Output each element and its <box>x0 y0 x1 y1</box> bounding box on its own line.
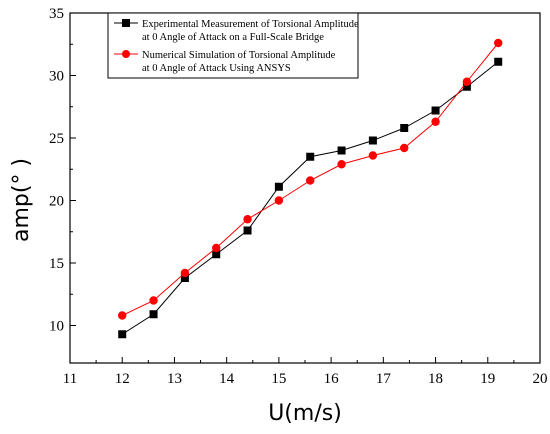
x-tick-label: 13 <box>167 371 182 387</box>
series-line <box>121 61 499 335</box>
x-tick-label: 14 <box>219 371 235 387</box>
x-tick-label: 16 <box>324 371 340 387</box>
x-tick-label: 17 <box>376 371 392 387</box>
legend: Experimental Measurement of Torsional Am… <box>107 12 359 79</box>
data-point <box>149 296 158 305</box>
legend-label: Experimental Measurement of Torsional Am… <box>142 19 359 30</box>
legend-marker <box>122 50 130 58</box>
data-point <box>306 176 315 185</box>
data-point <box>274 196 284 205</box>
x-tick-label: 12 <box>115 371 130 387</box>
data-point <box>368 151 378 160</box>
data-point <box>180 274 189 282</box>
data-point <box>118 311 127 320</box>
data-point <box>212 250 221 259</box>
y-tick-label: 35 <box>49 6 64 22</box>
y-tick-label: 10 <box>49 319 64 335</box>
data-point <box>368 136 377 145</box>
data-point <box>494 57 503 66</box>
legend-box <box>107 12 359 79</box>
series-2 <box>118 38 503 320</box>
plot-axes: 11 12 13 14 15 16 17 18 19 20 10 15 20 25 30 35 <box>49 6 548 387</box>
legend-label: Numerical Simulation of Torsional Amplit… <box>142 50 336 61</box>
data-point <box>462 77 472 86</box>
data-point <box>337 146 346 155</box>
data-point <box>431 106 440 115</box>
data-point <box>243 215 252 224</box>
legend-entry-1: Experimental Measurement of Torsional Am… <box>114 19 359 43</box>
data-point <box>400 124 409 132</box>
data-point <box>212 243 221 253</box>
x-axis-label: U(m/s) <box>268 401 342 426</box>
y-tick-label: 30 <box>49 69 64 85</box>
y-axis-label: amp(° ) <box>9 158 34 242</box>
x-tick-label: 19 <box>480 371 495 387</box>
data-point <box>400 143 409 153</box>
data-point <box>494 38 503 48</box>
y-tick-label: 25 <box>49 131 64 147</box>
legend-label: at 0 Angle of Attack Using ANSYS <box>142 63 291 74</box>
x-tick-label: 18 <box>428 371 443 387</box>
series-layer <box>118 38 503 339</box>
data-point <box>180 268 190 278</box>
data-point <box>462 82 471 91</box>
data-point <box>431 117 440 126</box>
data-point <box>274 182 283 191</box>
y-tick-label: 15 <box>49 256 64 272</box>
legend-label: at 0 Angle of Attack on a Full-Scale Bri… <box>142 32 324 43</box>
y-tick-label: 20 <box>49 194 64 210</box>
data-point <box>306 152 315 161</box>
data-point <box>149 310 158 319</box>
x-tick-label: 20 <box>533 371 548 387</box>
legend-entry-2: Numerical Simulation of Torsional Amplit… <box>114 50 336 74</box>
x-tick-label: 15 <box>271 371 286 387</box>
x-tick-label: 11 <box>63 371 77 387</box>
data-point <box>243 226 252 235</box>
data-point <box>118 330 127 339</box>
data-point <box>337 160 346 169</box>
legend-marker <box>122 19 130 27</box>
series-1 <box>118 57 503 339</box>
